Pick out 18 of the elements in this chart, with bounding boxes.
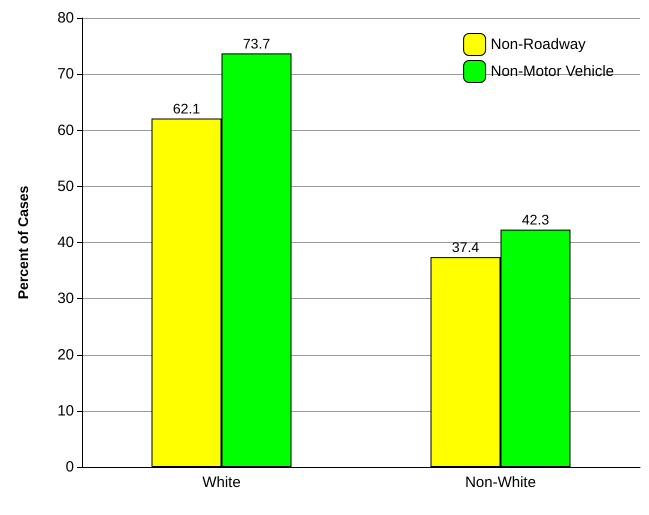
y-tick-label: 70: [57, 66, 74, 83]
y-tick-label: 0: [66, 458, 74, 476]
x-tick-label: Non-White: [465, 474, 536, 491]
y-tick-label: 80: [57, 10, 74, 26]
y-tick-label: 10: [57, 402, 74, 420]
y-tick-label: 20: [57, 346, 74, 364]
y-tick-label: 60: [57, 122, 74, 139]
data-label: 37.4: [452, 239, 480, 256]
x-tick-label: White: [202, 474, 241, 491]
y-axis-title: Percent of Cases: [15, 185, 31, 300]
y-tick-label: 50: [57, 178, 74, 195]
y-tick-label: 40: [57, 234, 74, 251]
data-label: 62.1: [172, 100, 200, 116]
data-label: 42.3: [522, 212, 550, 228]
legend-label: Non-Motor Vehicle: [490, 63, 614, 80]
data-label: 73.7: [242, 35, 270, 52]
y-tick-label: 30: [57, 290, 74, 308]
legend-label: Non-Roadway: [490, 36, 586, 53]
